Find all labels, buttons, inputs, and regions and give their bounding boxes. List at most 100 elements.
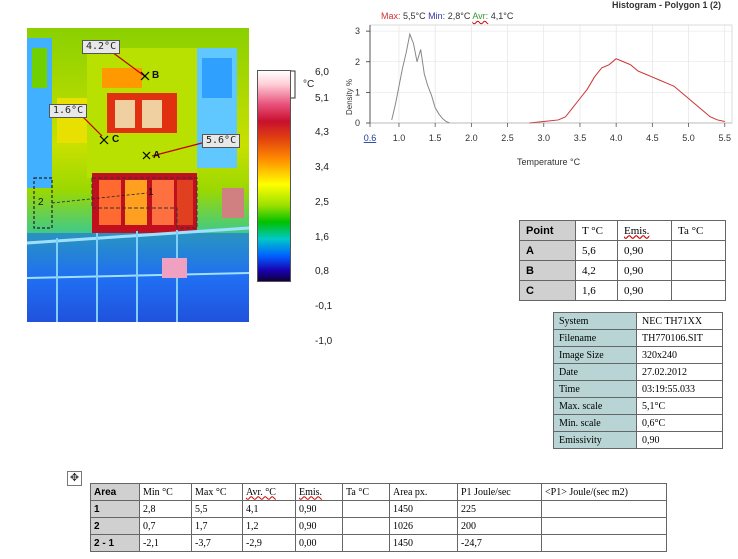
cell: 2 bbox=[90, 517, 140, 535]
cell: 0,90 bbox=[617, 260, 672, 281]
table-row: Max. scale 5,1°C bbox=[553, 397, 723, 415]
cell: 0,00 bbox=[295, 534, 343, 552]
cell: 1,7 bbox=[191, 517, 243, 535]
cell bbox=[541, 517, 667, 535]
area-1-label: 1 bbox=[148, 187, 154, 198]
cell: 0,90 bbox=[295, 517, 343, 535]
cell: 200 bbox=[457, 517, 542, 535]
x-tick-label: 2.5 bbox=[501, 133, 514, 143]
cell: 0,90 bbox=[617, 280, 672, 301]
thermal-graphic bbox=[27, 28, 249, 322]
y-tick-label: 1 bbox=[355, 87, 360, 97]
info-key: Image Size bbox=[553, 346, 637, 364]
image-info-table: System NEC TH71XX Filename TH770106.SIT Im… bbox=[553, 312, 723, 449]
area-2-label: 2 bbox=[38, 197, 44, 208]
color-scale-bar bbox=[257, 70, 291, 282]
info-value: 0,6°C bbox=[636, 414, 723, 432]
header-cell: Emis. bbox=[617, 220, 672, 241]
cell bbox=[342, 517, 390, 535]
cell: 1450 bbox=[389, 534, 458, 552]
x-tick-label: 5.5 bbox=[719, 133, 732, 143]
cell: -3,7 bbox=[191, 534, 243, 552]
cell: 1,2 bbox=[242, 517, 296, 535]
header-cell: Emis. bbox=[295, 483, 343, 501]
cell bbox=[671, 240, 726, 261]
cell: 0,90 bbox=[617, 240, 672, 261]
x-tick-label: 3.0 bbox=[538, 133, 551, 143]
scale-tick: 2,5 bbox=[315, 197, 329, 208]
info-key: System bbox=[553, 312, 637, 330]
info-value: 320x240 bbox=[636, 346, 723, 364]
table-row: Date 27.02.2012 bbox=[553, 363, 723, 381]
cell: -2,1 bbox=[139, 534, 192, 552]
table-row: 2 - 1 -2,1 -3,7 -2,9 0,00 1450 -24,7 bbox=[90, 534, 667, 552]
info-key: Filename bbox=[553, 329, 637, 347]
y-ticks: 3 2 1 0 bbox=[355, 26, 370, 128]
cell: 225 bbox=[457, 500, 542, 518]
header-cell: Max °C bbox=[191, 483, 243, 501]
cell: 5,6 bbox=[575, 240, 618, 261]
legend-min-label: Min: bbox=[428, 11, 446, 21]
info-key: Max. scale bbox=[553, 397, 637, 415]
table-row: Time 03:19:55.033 bbox=[553, 380, 723, 398]
marker-b: B bbox=[152, 70, 160, 81]
scale-bracket bbox=[291, 70, 296, 99]
cell: 5,5 bbox=[191, 500, 243, 518]
info-value: 27.02.2012 bbox=[636, 363, 723, 381]
info-key: Emissivity bbox=[553, 431, 637, 449]
cell: 2,8 bbox=[139, 500, 192, 518]
point-table: Point T °C Emis. Ta °C A 5,6 0,90 B 4,2 … bbox=[519, 220, 726, 301]
cell bbox=[342, 500, 390, 518]
cell: C bbox=[519, 280, 576, 301]
cell: 1450 bbox=[389, 500, 458, 518]
scale-tick: 1,6 bbox=[315, 232, 329, 243]
table-row: Min. scale 0,6°C bbox=[553, 414, 723, 432]
info-value: TH770106.SIT bbox=[636, 329, 723, 347]
x-tick-label: 1.0 bbox=[393, 133, 406, 143]
info-value: 03:19:55.033 bbox=[636, 380, 723, 398]
cell bbox=[671, 280, 726, 301]
cell: 1 bbox=[90, 500, 140, 518]
cell bbox=[541, 500, 667, 518]
legend-max-label: Max: bbox=[381, 11, 401, 21]
table-row: B 4,2 0,90 bbox=[519, 260, 726, 281]
x-axis-label: Temperature °C bbox=[517, 157, 581, 167]
scale-tick: 4,3 bbox=[315, 127, 329, 138]
x-tick-label: 1.5 bbox=[429, 133, 442, 143]
legend-min-value: 2,8°C bbox=[447, 11, 471, 21]
header-cell: Ta °C bbox=[342, 483, 390, 501]
series-line bbox=[391, 32, 450, 124]
x-tick-label: 4.5 bbox=[646, 133, 659, 143]
cell: 4,1 bbox=[242, 500, 296, 518]
marker-a: A bbox=[153, 150, 161, 161]
cell: -24,7 bbox=[457, 534, 542, 552]
header-cell: <P1> Joule/(sec m2) bbox=[541, 483, 667, 501]
cell: -2,9 bbox=[242, 534, 296, 552]
header-cell: Point bbox=[519, 220, 576, 241]
info-key: Min. scale bbox=[553, 414, 637, 432]
cell: B bbox=[519, 260, 576, 281]
y-tick-label: 0 bbox=[355, 118, 360, 128]
cell bbox=[541, 534, 667, 552]
y-tick-label: 3 bbox=[355, 26, 360, 36]
cell: 4,2 bbox=[575, 260, 618, 281]
header-cell: T °C bbox=[575, 220, 618, 241]
table-header-row: Point T °C Emis. Ta °C bbox=[519, 220, 726, 241]
header-cell: P1 Joule/sec bbox=[457, 483, 542, 501]
spot-label-a: 5.6°C bbox=[202, 134, 241, 148]
area-table: Area Min °C Max °C Avr. °C Emis. Ta °C A… bbox=[90, 483, 667, 552]
histogram-chart: 3 2 1 0 0.6 1.0 1.5 2.0 2.5 3.0 3.5 4.0 4.5 5.0 5.5 T… bbox=[345, 24, 733, 167]
info-key: Date bbox=[553, 363, 637, 381]
thermal-image: 4.2°C 1.6°C 5.6°C B C A 1 2 bbox=[27, 28, 249, 322]
marker-c: C bbox=[112, 134, 120, 145]
series-group bbox=[391, 32, 725, 124]
legend-avg-label: Avr: bbox=[472, 11, 489, 21]
scale-tick: -0,1 bbox=[315, 301, 333, 312]
header-cell: Area bbox=[90, 483, 140, 501]
info-value: 0,90 bbox=[636, 431, 723, 449]
legend-avg-value: 4,1°C bbox=[490, 11, 514, 21]
histogram-title: Histogram - Polygon 1 (2) bbox=[612, 0, 722, 10]
table-row: A 5,6 0,90 bbox=[519, 240, 726, 261]
table-move-handle[interactable]: ✥ bbox=[67, 471, 82, 486]
header-cell: Min °C bbox=[139, 483, 192, 501]
